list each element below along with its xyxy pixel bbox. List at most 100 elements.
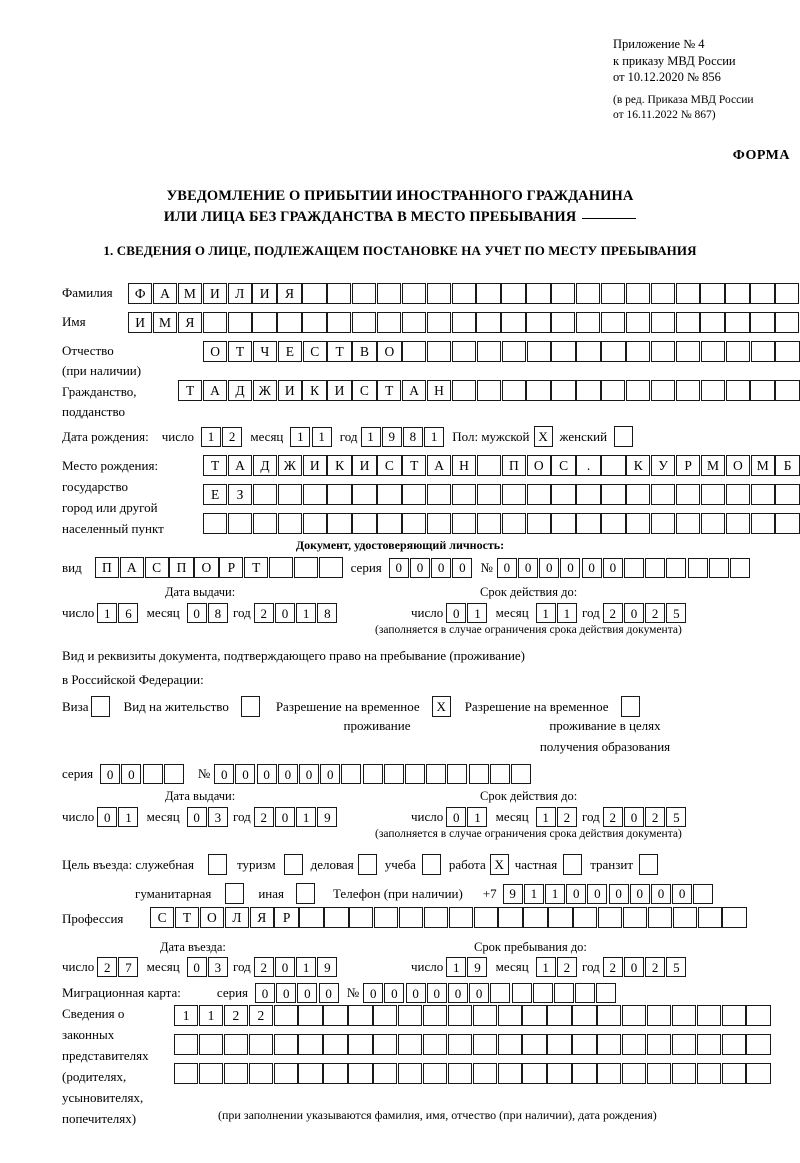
- char-cell[interactable]: 9: [317, 957, 338, 977]
- char-cell[interactable]: 1: [535, 957, 556, 977]
- purpose-study-checkbox[interactable]: [421, 854, 441, 875]
- char-cell[interactable]: [646, 1063, 672, 1084]
- char-cell[interactable]: [468, 764, 489, 784]
- char-cell[interactable]: А: [227, 455, 253, 476]
- char-cell[interactable]: [318, 557, 344, 578]
- char-cell[interactable]: [646, 1005, 672, 1026]
- char-cell[interactable]: [472, 1063, 497, 1084]
- purpose-other-checkbox[interactable]: [295, 883, 315, 904]
- char-cell[interactable]: [547, 1034, 572, 1055]
- char-cell[interactable]: [526, 484, 551, 505]
- char-cell[interactable]: [576, 341, 601, 362]
- char-cell[interactable]: [498, 907, 523, 928]
- char-cell[interactable]: [547, 1063, 572, 1084]
- char-cell[interactable]: [551, 312, 576, 333]
- char-cell[interactable]: 0: [409, 557, 430, 578]
- char-cell[interactable]: 1: [467, 603, 488, 623]
- char-cell[interactable]: 2: [645, 603, 666, 623]
- char-cell[interactable]: 0: [629, 883, 650, 904]
- char-cell[interactable]: 0: [235, 764, 256, 784]
- char-cell[interactable]: [600, 312, 626, 333]
- char-cell[interactable]: [299, 907, 324, 928]
- char-cell[interactable]: [348, 1005, 373, 1026]
- char-cell[interactable]: 0: [426, 983, 447, 1003]
- char-cell[interactable]: 0: [623, 807, 644, 827]
- char-cell[interactable]: 0: [623, 603, 644, 623]
- char-cell[interactable]: 1: [556, 603, 577, 623]
- legal-rep-line-2[interactable]: [174, 1034, 771, 1055]
- char-cell[interactable]: [775, 312, 800, 333]
- char-cell[interactable]: [227, 312, 252, 333]
- char-cell[interactable]: [721, 1005, 746, 1026]
- char-cell[interactable]: 0: [274, 957, 295, 977]
- char-cell[interactable]: [626, 484, 651, 505]
- char-cell[interactable]: [696, 1034, 721, 1055]
- char-cell[interactable]: Ф: [128, 283, 153, 304]
- char-cell[interactable]: 0: [446, 603, 467, 623]
- sex-male-checkbox[interactable]: X: [533, 426, 553, 447]
- char-cell[interactable]: [750, 283, 775, 304]
- sex-female-checkbox[interactable]: [614, 426, 634, 447]
- temp-residence-checkbox[interactable]: X: [431, 696, 451, 717]
- char-cell[interactable]: 0: [256, 764, 277, 784]
- char-cell[interactable]: А: [202, 380, 228, 401]
- purpose-humanitarian-checkbox[interactable]: [225, 883, 245, 904]
- char-cell[interactable]: [775, 513, 800, 534]
- char-cell[interactable]: [746, 1063, 771, 1084]
- char-cell[interactable]: [377, 513, 402, 534]
- char-cell[interactable]: [625, 283, 651, 304]
- char-cell[interactable]: [700, 341, 726, 362]
- char-cell[interactable]: [476, 380, 501, 401]
- char-cell[interactable]: 0: [566, 883, 587, 904]
- char-cell[interactable]: [532, 983, 553, 1003]
- char-cell[interactable]: [750, 513, 775, 534]
- char-cell[interactable]: [223, 1063, 249, 1084]
- char-cell[interactable]: [476, 484, 502, 505]
- char-cell[interactable]: Т: [178, 380, 203, 401]
- char-cell[interactable]: [202, 312, 227, 333]
- char-cell[interactable]: 8: [207, 603, 228, 623]
- char-cell[interactable]: 2: [248, 1005, 273, 1026]
- char-cell[interactable]: [721, 1034, 746, 1055]
- char-cell[interactable]: [526, 341, 551, 362]
- char-cell[interactable]: [725, 283, 750, 304]
- char-cell[interactable]: [573, 907, 598, 928]
- char-cell[interactable]: [497, 1005, 522, 1026]
- char-cell[interactable]: 0: [276, 983, 297, 1003]
- char-cell[interactable]: [402, 513, 427, 534]
- char-cell[interactable]: [422, 1034, 448, 1055]
- char-cell[interactable]: [647, 907, 673, 928]
- char-cell[interactable]: [622, 1063, 647, 1084]
- char-cell[interactable]: [277, 513, 302, 534]
- char-cell[interactable]: А: [152, 283, 178, 304]
- char-cell[interactable]: [451, 312, 476, 333]
- char-cell[interactable]: [626, 341, 651, 362]
- char-cell[interactable]: [248, 1034, 273, 1055]
- char-cell[interactable]: [489, 764, 510, 784]
- char-cell[interactable]: [376, 312, 402, 333]
- char-cell[interactable]: 0: [518, 557, 539, 578]
- char-cell[interactable]: 2: [556, 807, 577, 827]
- char-cell[interactable]: С: [551, 455, 576, 476]
- char-cell[interactable]: [497, 1034, 522, 1055]
- char-cell[interactable]: [675, 312, 700, 333]
- char-cell[interactable]: [451, 341, 477, 362]
- char-cell[interactable]: [572, 1063, 597, 1084]
- char-cell[interactable]: [427, 484, 452, 505]
- char-cell[interactable]: Р: [219, 557, 244, 578]
- char-cell[interactable]: [700, 513, 726, 534]
- char-cell[interactable]: [273, 1005, 298, 1026]
- char-cell[interactable]: [572, 1034, 597, 1055]
- char-cell[interactable]: [675, 341, 701, 362]
- char-cell[interactable]: Т: [327, 341, 352, 362]
- char-cell[interactable]: 8: [402, 426, 423, 447]
- char-cell[interactable]: [725, 380, 750, 401]
- char-cell[interactable]: [696, 1005, 721, 1026]
- char-cell[interactable]: [401, 312, 427, 333]
- char-cell[interactable]: [451, 380, 477, 401]
